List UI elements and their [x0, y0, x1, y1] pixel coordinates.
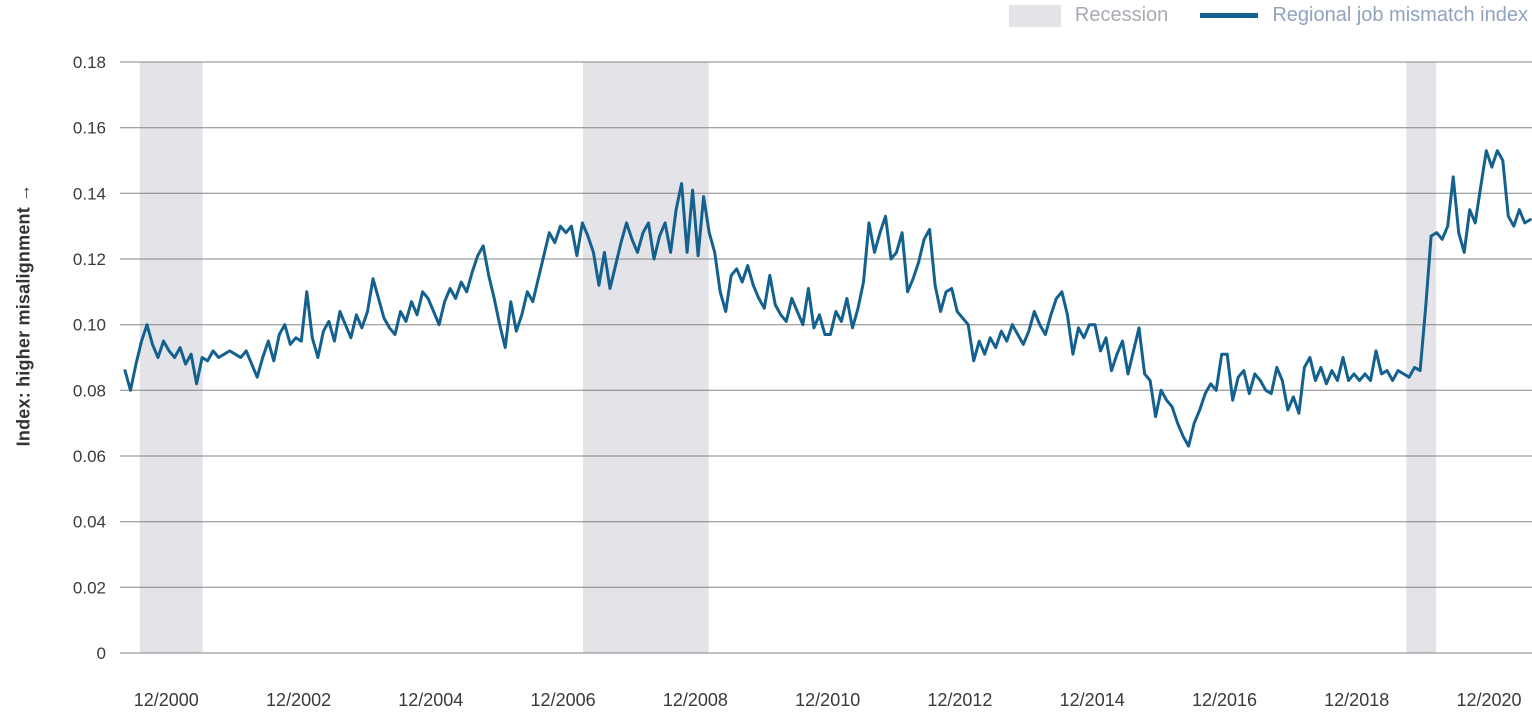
- x-tick-label: 12/2014: [1060, 690, 1125, 710]
- x-tick-label: 12/2020: [1456, 690, 1521, 710]
- y-tick-label: 0: [97, 644, 106, 663]
- y-tick-label: 0.16: [73, 119, 106, 138]
- series-line: [123, 149, 1532, 448]
- y-tick-label: 0.08: [73, 381, 106, 400]
- x-tick-label: 12/2012: [927, 690, 992, 710]
- x-tick-label: 12/2018: [1324, 690, 1389, 710]
- x-tick-label: 12/2008: [663, 690, 728, 710]
- y-tick-label: 0.14: [73, 184, 106, 203]
- x-tick-label: 12/2006: [531, 690, 596, 710]
- recession-band-swatch: [1008, 4, 1061, 27]
- series-line-swatch: [1200, 13, 1259, 18]
- y-tick-label: 0.06: [73, 447, 106, 466]
- x-tick-label: 12/2004: [398, 690, 463, 710]
- x-tick-label: 12/2010: [795, 690, 860, 710]
- legend-label-series: Regional job mismatch index: [1272, 4, 1528, 26]
- x-tick-label: 12/2000: [134, 690, 199, 710]
- legend-label-recession: Recession: [1074, 4, 1169, 26]
- legend: Recession Regional job mismatch index: [1008, 4, 1528, 27]
- y-tick-label: 0.18: [73, 53, 106, 72]
- y-tick-label: 0.04: [73, 513, 106, 532]
- recession-band: [583, 62, 709, 653]
- legend-item-series: Regional job mismatch index: [1200, 4, 1528, 27]
- legend-item-recession: Recession: [1008, 4, 1169, 27]
- x-tick-label: 12/2002: [266, 690, 331, 710]
- y-tick-label: 0.10: [73, 316, 106, 335]
- y-tick-label: 0.02: [73, 578, 106, 597]
- y-tick-label: 0.12: [73, 250, 106, 269]
- y-axis-title: Index: higher misalignment →: [13, 183, 34, 447]
- x-tick-label: 12/2016: [1192, 690, 1257, 710]
